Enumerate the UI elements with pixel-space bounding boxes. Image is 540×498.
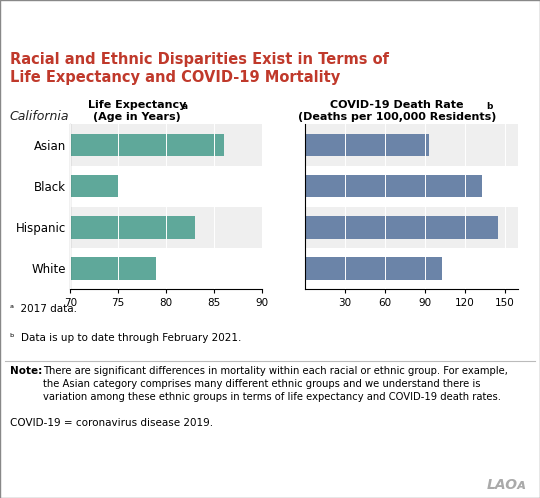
Bar xyxy=(305,165,518,207)
Text: COVID-19 = coronavirus disease 2019.: COVID-19 = coronavirus disease 2019. xyxy=(10,418,213,428)
Text: LAOᴀ: LAOᴀ xyxy=(487,478,526,492)
Text: There are significant differences in mortality within each racial or ethnic grou: There are significant differences in mor… xyxy=(43,366,508,401)
Bar xyxy=(305,124,518,165)
Text: ᵃ  2017 data.: ᵃ 2017 data. xyxy=(10,304,77,314)
Bar xyxy=(305,207,518,248)
Text: ᵇ  Data is up to date through February 2021.: ᵇ Data is up to date through February 20… xyxy=(10,333,241,343)
Text: b: b xyxy=(486,102,492,111)
Bar xyxy=(305,216,498,239)
Bar xyxy=(70,134,224,156)
Bar xyxy=(305,175,482,197)
Bar xyxy=(70,124,262,165)
Text: Life Expectancy
(Age in Years): Life Expectancy (Age in Years) xyxy=(88,100,186,122)
Bar xyxy=(70,175,118,197)
Bar xyxy=(305,248,518,289)
Bar xyxy=(305,134,429,156)
Text: California: California xyxy=(10,110,69,123)
Bar xyxy=(70,207,262,248)
Bar xyxy=(70,248,262,289)
Text: Figure 1: Figure 1 xyxy=(8,4,63,18)
Bar xyxy=(70,165,262,207)
Text: COVID-19 Death Rate
(Deaths per 100,000 Residents): COVID-19 Death Rate (Deaths per 100,000 … xyxy=(298,100,496,122)
Bar xyxy=(70,257,157,279)
Text: Note:: Note: xyxy=(10,366,42,376)
Text: Racial and Ethnic Disparities Exist in Terms of
Life Expectancy and COVID-19 Mor: Racial and Ethnic Disparities Exist in T… xyxy=(10,52,389,85)
Bar xyxy=(70,216,195,239)
Text: a: a xyxy=(182,102,188,111)
Bar xyxy=(305,257,442,279)
